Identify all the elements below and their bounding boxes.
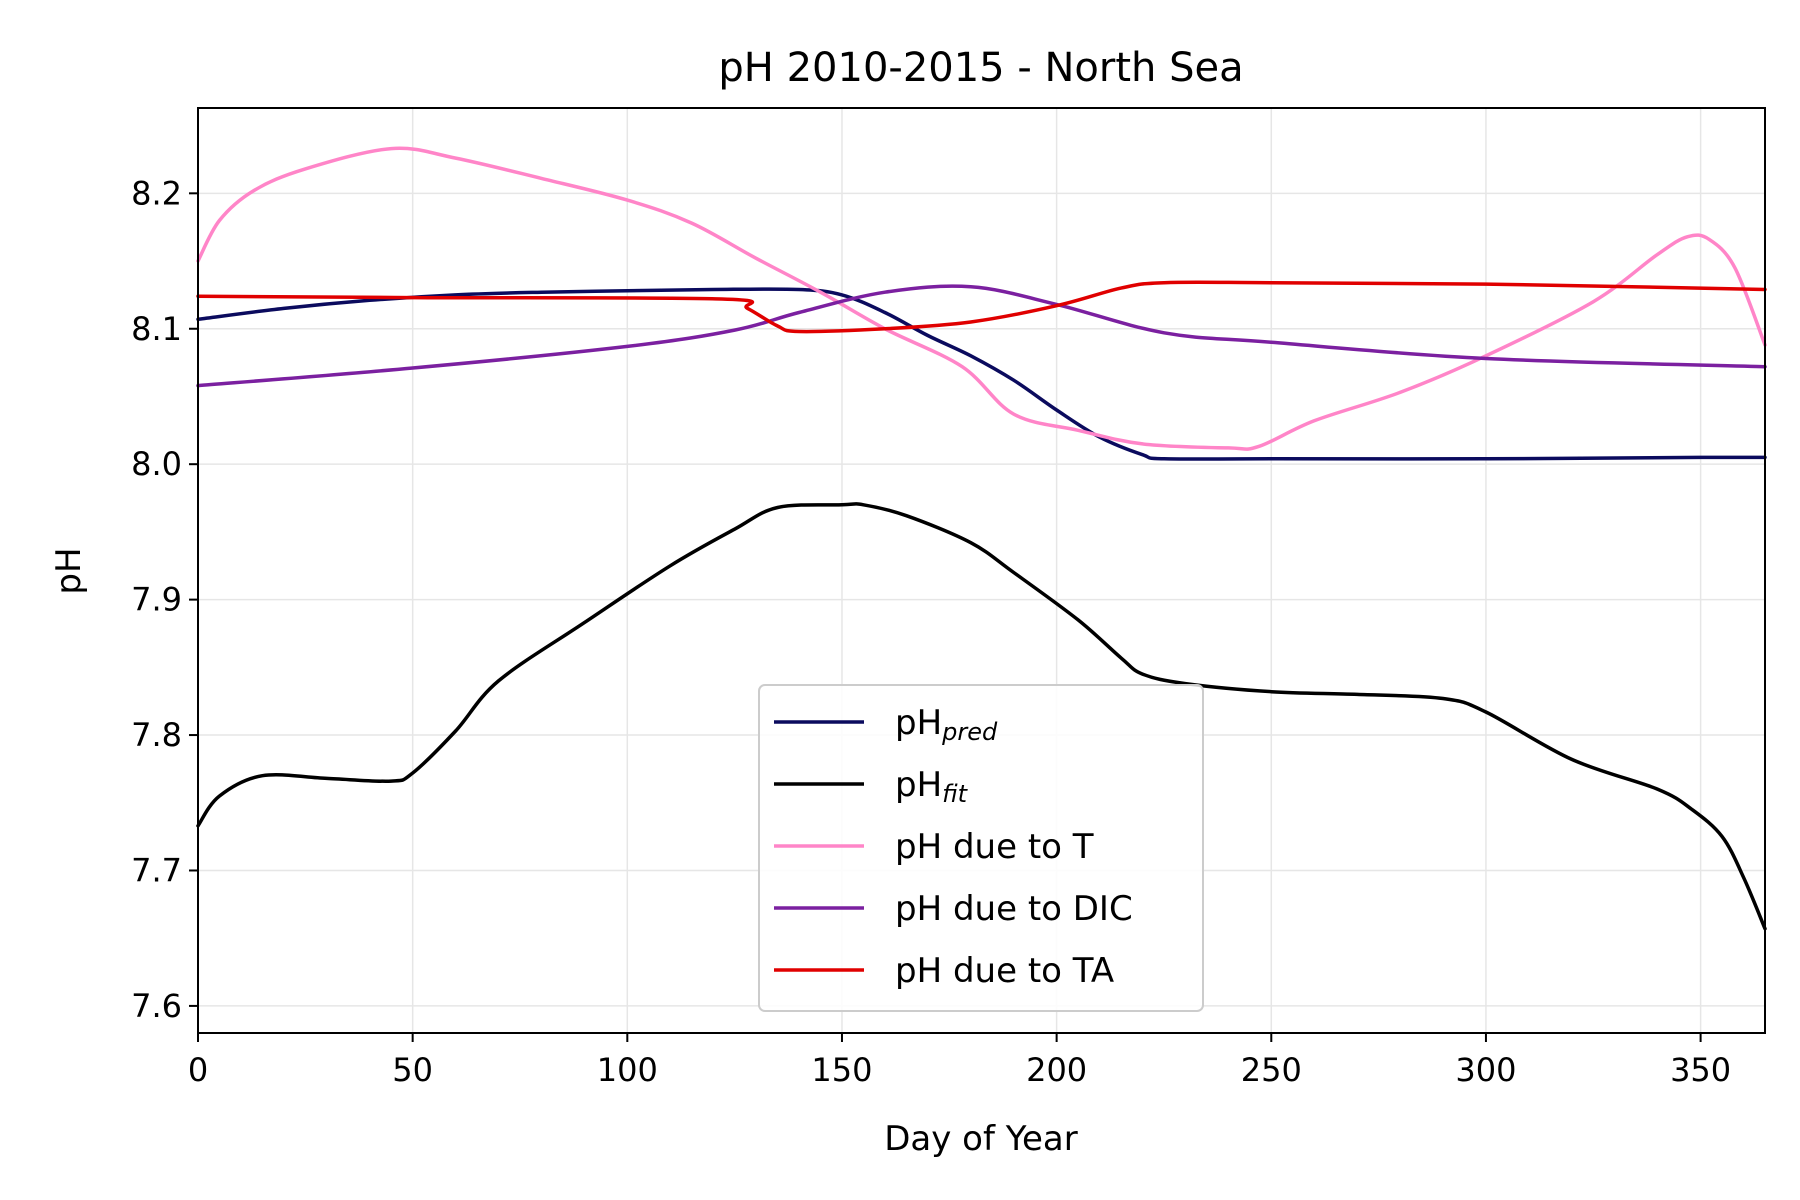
- x-tick-label: 150: [811, 1051, 872, 1089]
- series-line-ph-due-to-dic: [196, 284, 1767, 388]
- series-line-ph-due-to-t: [196, 146, 1767, 451]
- legend-label: pHfit: [895, 765, 969, 808]
- y-tick-label: 7.7: [131, 851, 182, 889]
- legend-label: pH due to TA: [895, 951, 1114, 991]
- y-tick-label: 8.1: [131, 310, 182, 348]
- y-tick-label: 7.6: [131, 987, 182, 1025]
- legend-box: [758, 684, 1204, 1012]
- y-axis-label: pH: [49, 547, 89, 594]
- x-tick-label: 50: [392, 1051, 433, 1089]
- x-tick-label: 300: [1455, 1051, 1516, 1089]
- series-line-ph-pred: [196, 287, 1767, 461]
- plot-lines: [196, 146, 1767, 931]
- axes-frame: [197, 107, 1766, 1034]
- x-tick-label: 0: [188, 1051, 208, 1089]
- y-tick-label: 7.8: [131, 716, 182, 754]
- x-tick-label: 350: [1670, 1051, 1731, 1089]
- x-tick-label: 100: [597, 1051, 658, 1089]
- ticks: 0 50 100 150 200 250 300 350 7.6 7.7 7.8 7.9 8.0 8.1 8…: [131, 174, 1731, 1089]
- legend-label: pHpred: [895, 703, 998, 746]
- x-tick-label: 250: [1241, 1051, 1302, 1089]
- y-tick-label: 8.0: [131, 445, 182, 483]
- series-line-ph-due-to-ta: [196, 280, 1767, 334]
- y-tick-label: 8.2: [131, 174, 182, 212]
- series-line-ph-fit: [196, 502, 1767, 931]
- x-tick-label: 200: [1026, 1051, 1087, 1089]
- x-axis-label: Day of Year: [884, 1119, 1078, 1159]
- legend-label: pH due to T: [895, 827, 1094, 867]
- y-tick-label: 7.9: [131, 581, 182, 619]
- chart-title: pH 2010-2015 - North Sea: [718, 45, 1243, 91]
- legend-label: pH due to DIC: [895, 889, 1133, 929]
- legend: pHpred pHfit pH due to T pH due to DIC pH du…: [758, 684, 1204, 1012]
